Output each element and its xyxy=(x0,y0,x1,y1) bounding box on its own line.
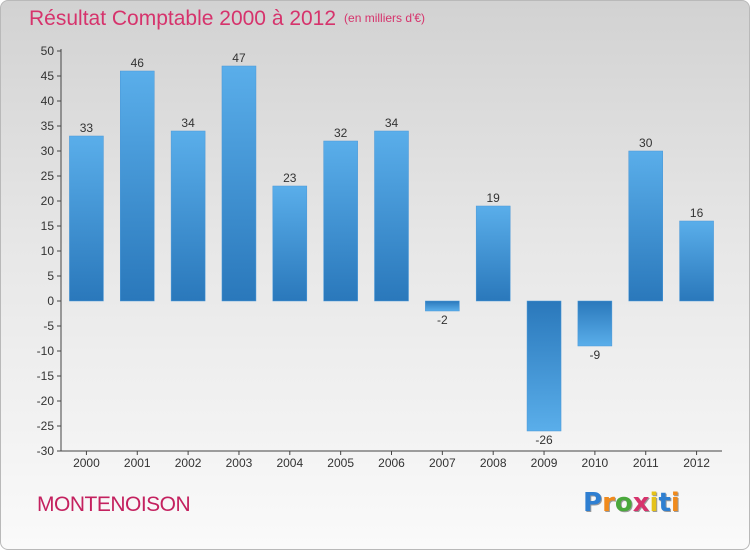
x-tick-label: 2000 xyxy=(73,456,100,470)
data-label: 34 xyxy=(181,116,195,130)
logo-letter: x xyxy=(632,488,650,518)
x-tick-label: 2010 xyxy=(582,456,609,470)
bar xyxy=(475,205,511,302)
title-text: Résultat Comptable 2000 à 2012 xyxy=(29,7,337,30)
y-tick-label: -10 xyxy=(37,344,55,358)
y-tick-label: 25 xyxy=(41,169,55,183)
bar xyxy=(221,65,257,302)
bar xyxy=(425,300,460,312)
data-label: 47 xyxy=(232,51,246,65)
bar xyxy=(323,140,358,302)
bar xyxy=(577,300,613,347)
x-tick-label: 2007 xyxy=(429,456,456,470)
data-label: -9 xyxy=(590,348,601,362)
data-label: 32 xyxy=(334,126,348,140)
data-label: -2 xyxy=(437,313,448,327)
logo-letter: i xyxy=(670,488,680,518)
chart-axes: -30 -25 -20 -15 -10 -5 0 5 10 15 20 25 30 35 40 45 50 200… xyxy=(37,44,722,470)
y-tick-label: -15 xyxy=(37,369,55,383)
x-tick-label: 2003 xyxy=(226,456,253,470)
logo-letter: P xyxy=(583,488,603,518)
data-label: 30 xyxy=(639,136,653,150)
logo-letter: t xyxy=(658,488,671,518)
chart-data-labels: 33 46 34 47 23 32 34 -2 19 -26 -9 30 16 xyxy=(80,51,704,447)
data-label: 34 xyxy=(385,116,399,130)
logo-letter: i xyxy=(649,488,659,518)
data-label: 23 xyxy=(283,171,297,185)
y-tick-label: 45 xyxy=(41,69,55,83)
y-tick-label: 5 xyxy=(47,269,54,283)
data-label: 46 xyxy=(131,56,145,70)
y-tick-label: -25 xyxy=(37,419,55,433)
y-tick-label: 50 xyxy=(41,44,55,58)
y-tick-label: 20 xyxy=(41,194,55,208)
bar xyxy=(628,150,663,302)
data-label: 19 xyxy=(487,191,501,205)
y-tick-label: 10 xyxy=(41,244,55,258)
y-tick-label: -5 xyxy=(43,319,54,333)
y-tick-label: -30 xyxy=(37,444,55,458)
x-tick-label: 2006 xyxy=(378,456,405,470)
chart-subtitle: (en milliers d'€) xyxy=(344,11,426,25)
bar xyxy=(69,135,104,302)
y-tick-label: 15 xyxy=(41,219,55,233)
x-tick-label: 2005 xyxy=(327,456,354,470)
commune-name: MONTENOISON xyxy=(37,493,191,516)
chart-bars xyxy=(69,65,714,432)
x-tick-label: 2002 xyxy=(175,456,202,470)
data-label: 16 xyxy=(690,206,704,220)
bar xyxy=(374,130,409,302)
x-tick-label: 2012 xyxy=(683,456,710,470)
x-tick-label: 2004 xyxy=(276,456,303,470)
chart-title: Résultat Comptable 2000 à 2012 (en millie… xyxy=(29,7,425,31)
x-tick-label: 2001 xyxy=(124,456,151,470)
y-tick-label: 35 xyxy=(41,119,55,133)
bar xyxy=(679,220,714,302)
data-label: 33 xyxy=(80,121,94,135)
bar xyxy=(526,300,562,432)
logo-letter: r xyxy=(602,488,615,518)
bar xyxy=(120,70,155,302)
x-tick-label: 2008 xyxy=(480,456,507,470)
logo-letter: o xyxy=(614,488,633,518)
proxiti-logo[interactable]: Proxiti xyxy=(583,488,680,518)
y-tick-label: 0 xyxy=(47,294,54,308)
x-tick-label: 2009 xyxy=(531,456,558,470)
x-tick-label: 2011 xyxy=(633,456,659,470)
bar xyxy=(272,185,308,302)
data-label: -26 xyxy=(535,433,553,447)
y-tick-label: -20 xyxy=(37,394,55,408)
y-tick-label: 30 xyxy=(41,144,55,158)
y-tick-label: 40 xyxy=(41,94,55,108)
bar xyxy=(170,130,206,302)
